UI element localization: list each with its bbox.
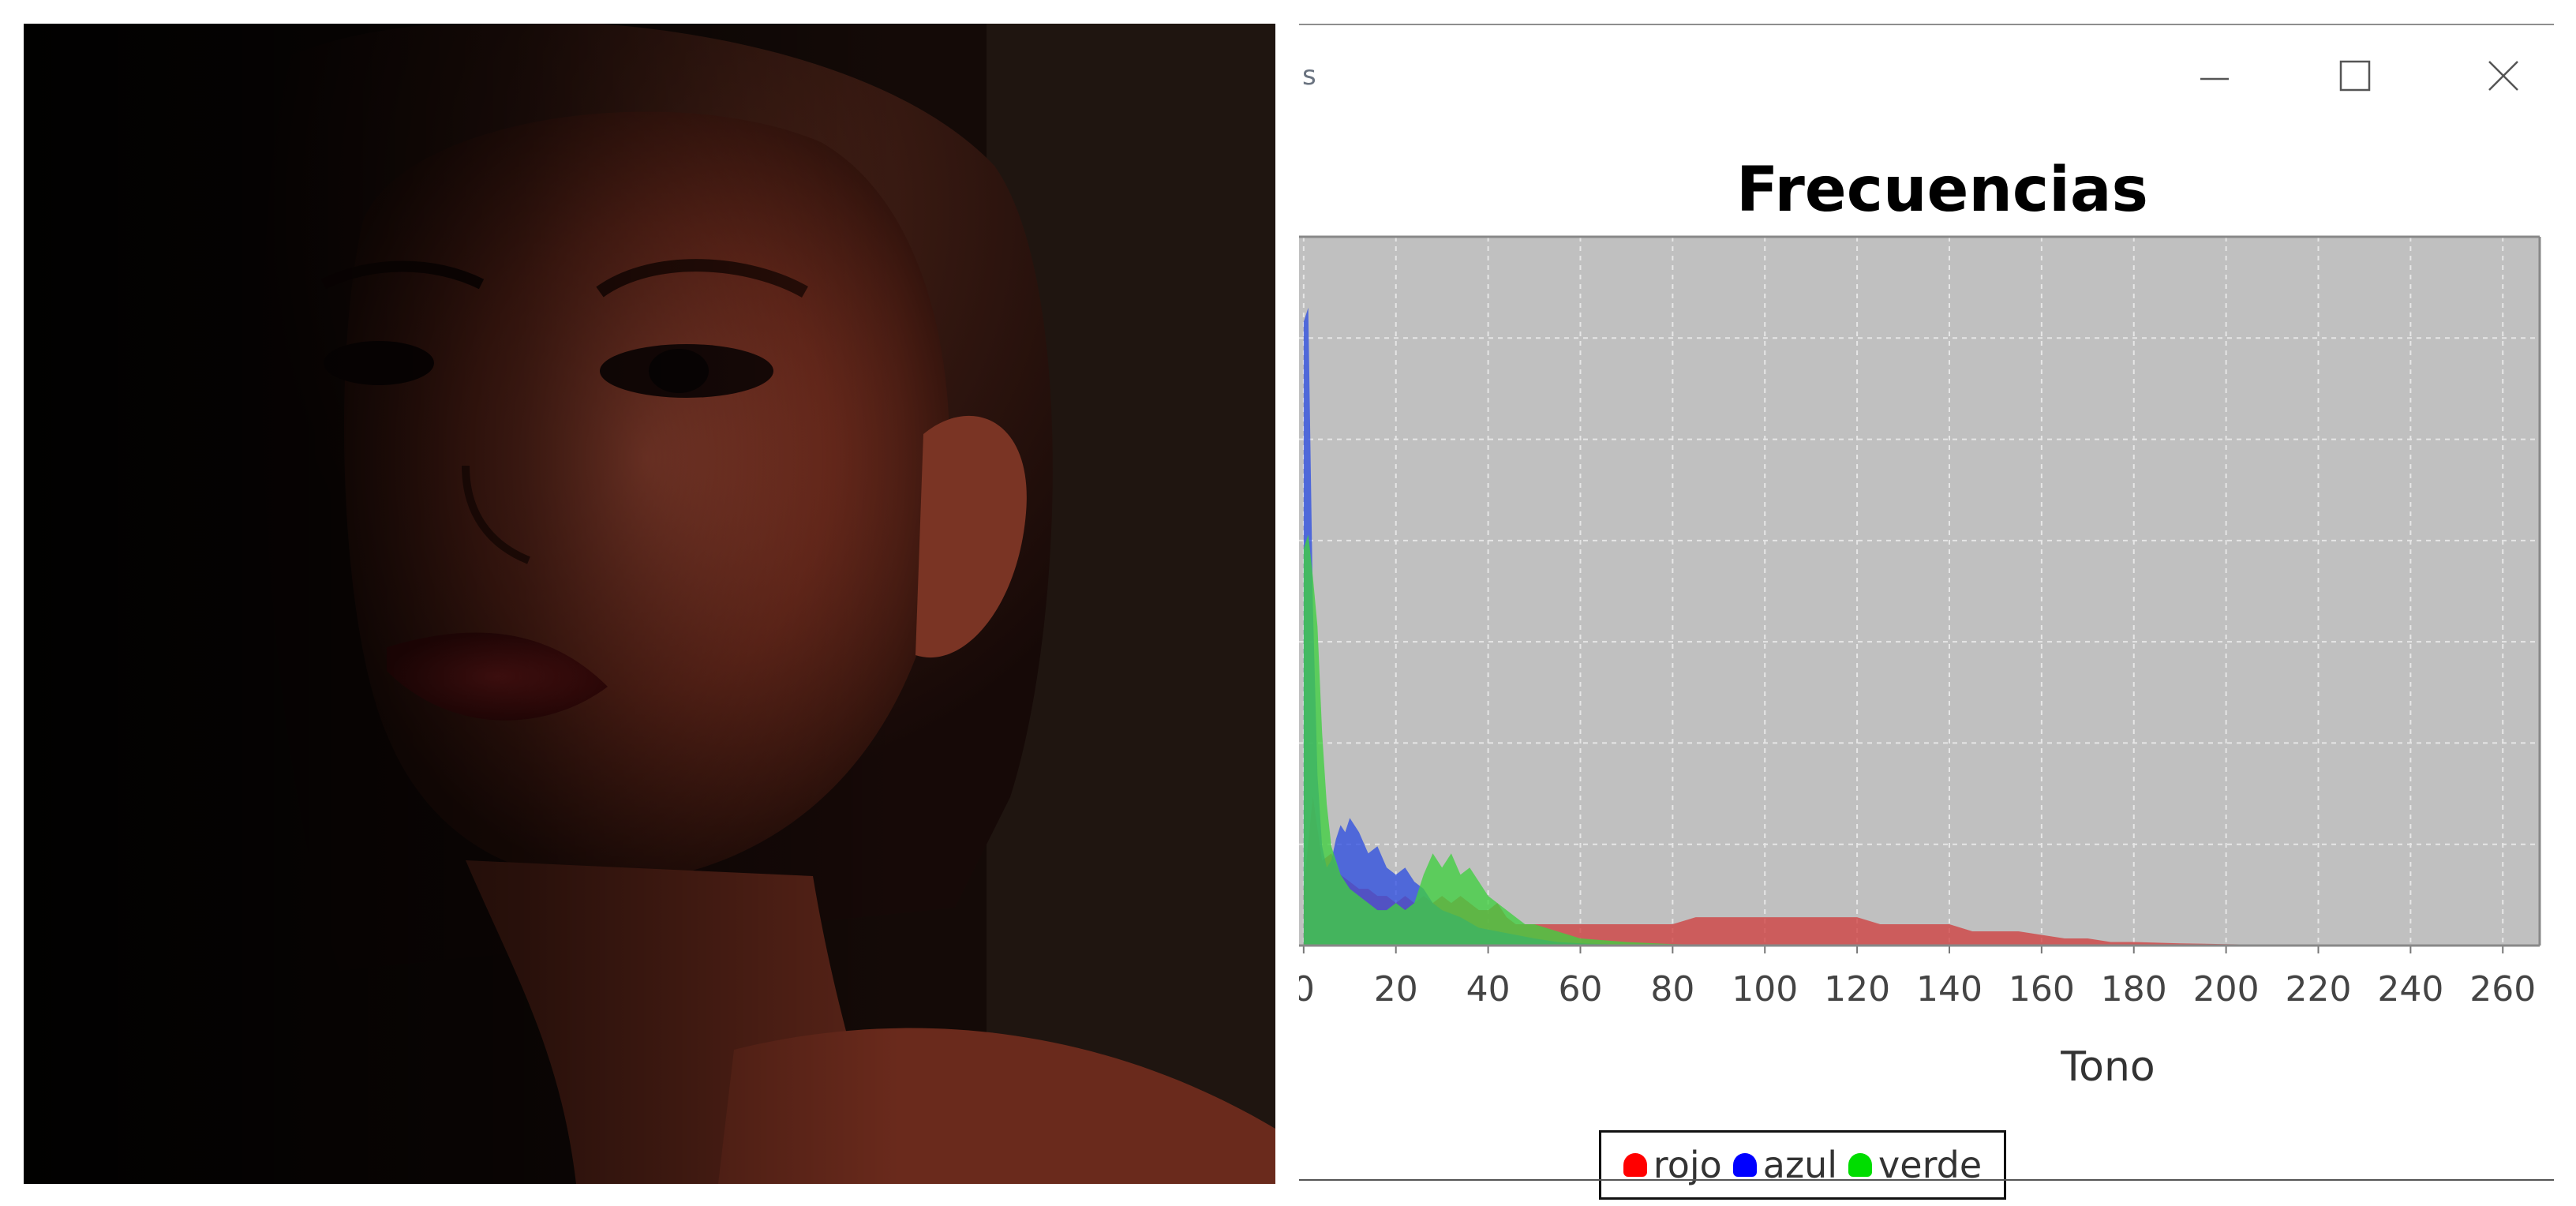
legend-swatch-rojo [1623, 1153, 1647, 1177]
x-tick-label-20: 20 [1374, 969, 1418, 1009]
close-icon [2488, 61, 2518, 91]
close-button[interactable] [2480, 52, 2527, 99]
grid-lines [1299, 237, 2540, 946]
x-tick-label-80: 80 [1650, 969, 1694, 1009]
x-tick-label-40: 40 [1466, 969, 1511, 1009]
x-axis-ticks: 0 20 40 60 80 100 120 140 160 180 200 220 240 260 [1299, 946, 2536, 1009]
x-tick-label-160: 160 [2009, 969, 2075, 1009]
x-axis-label: Tono [2061, 1043, 2155, 1091]
maximize-icon [2339, 60, 2371, 92]
x-tick-label-240: 240 [2377, 969, 2443, 1009]
x-tick-label-180: 180 [2101, 969, 2167, 1009]
x-tick-label-220: 220 [2286, 969, 2352, 1009]
x-tick-label-260: 260 [2469, 969, 2536, 1009]
x-tick-label-100: 100 [1732, 969, 1798, 1009]
x-tick-label-120: 120 [1824, 969, 1890, 1009]
series-area-verde [1303, 534, 2503, 946]
window-bottom-edge [1299, 1179, 2554, 1181]
chart-title: Frecuencias [1736, 155, 2148, 226]
window-title: s [1302, 60, 1316, 92]
legend-swatch-azul [1732, 1153, 1757, 1177]
x-tick-label-200: 200 [2193, 969, 2260, 1009]
plot-area [1299, 237, 2540, 946]
series-areas [1303, 307, 2503, 946]
minimize-button[interactable] [2191, 52, 2238, 99]
maximize-button[interactable] [2331, 52, 2379, 99]
x-tick-label-0: 0 [1299, 969, 1315, 1009]
portrait-photo-icon [24, 24, 1275, 1184]
legend-swatch-verde [1848, 1153, 1873, 1177]
x-tick-label-140: 140 [1916, 969, 1983, 1009]
portrait-photo [24, 24, 1275, 1184]
minimize-icon [2200, 77, 2229, 81]
chart-window: s Frecuencias 0 20 40 60 80 100 120 140 160 180 20… [1299, 24, 2554, 1200]
x-tick-label-60: 60 [1558, 969, 1602, 1009]
histogram-chart: 0 20 40 60 80 100 120 140 160 180 200 220 240 260 [1299, 235, 2541, 1009]
chart-legend: rojo azul verde [1599, 1130, 2006, 1200]
